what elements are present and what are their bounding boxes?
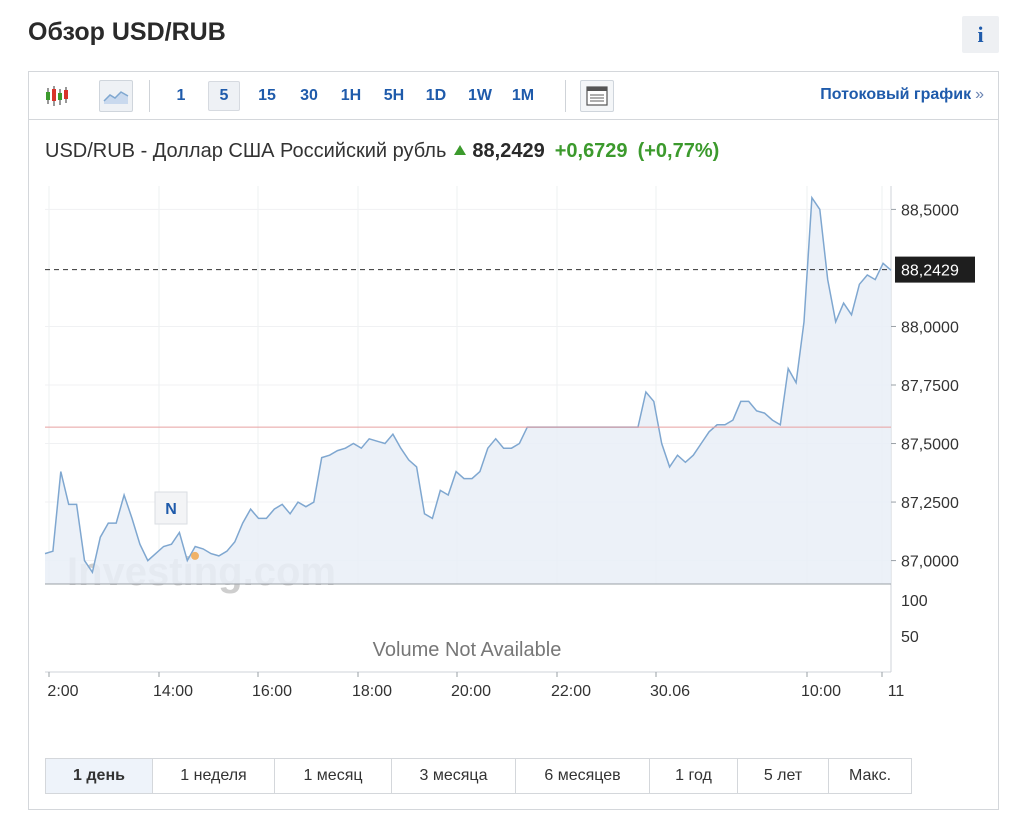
timeframe-5[interactable]: 5 bbox=[208, 81, 240, 111]
up-arrow-icon bbox=[454, 145, 467, 155]
range-tab[interactable]: 5 лет bbox=[738, 759, 829, 793]
timeframe-1m[interactable]: 1M bbox=[511, 87, 535, 104]
range-tab[interactable]: 1 месяц bbox=[275, 759, 392, 793]
streaming-chart-link[interactable]: Потоковый график» bbox=[820, 86, 984, 104]
page-title: Обзор USD/RUB bbox=[28, 18, 226, 46]
timeframe-1w[interactable]: 1W bbox=[468, 87, 492, 104]
chart-toolbar: 1 5 15 30 1H 5H 1D 1W 1M Потоковый графи… bbox=[29, 72, 998, 120]
y-tick-label: 87,2500 bbox=[901, 495, 959, 512]
x-tick-label: 14:00 bbox=[153, 683, 193, 700]
price-change: +0,6729 bbox=[554, 140, 628, 162]
range-tab[interactable]: 1 день bbox=[46, 759, 153, 793]
instrument-name: USD/RUB - Доллар США Российский рубль bbox=[45, 140, 447, 162]
x-tick-label: 30.06 bbox=[650, 683, 690, 700]
y-tick-label: 87,7500 bbox=[901, 378, 959, 395]
news-event-dot bbox=[191, 551, 199, 560]
current-price-tag bbox=[895, 256, 975, 283]
timeframe-30[interactable]: 30 bbox=[300, 87, 318, 104]
x-tick-label: 11 bbox=[888, 683, 905, 700]
volume-tick-label: 100 bbox=[901, 593, 928, 610]
price-change-percent: (+0,77%) bbox=[637, 140, 720, 162]
toolbar-separator bbox=[149, 80, 150, 112]
price-area-fill bbox=[45, 197, 891, 584]
last-price: 88,2429 bbox=[472, 140, 545, 162]
info-button[interactable]: i bbox=[962, 16, 999, 53]
x-tick-label: 20:00 bbox=[451, 683, 491, 700]
range-tabs: 1 день 1 неделя 1 месяц 3 месяца 6 месяцев 1 … bbox=[45, 758, 912, 794]
timeframe-1d[interactable]: 1D bbox=[425, 87, 447, 104]
candlestick-icon[interactable] bbox=[41, 80, 73, 112]
range-tab[interactable]: 3 месяца bbox=[392, 759, 516, 793]
news-marker-box bbox=[154, 491, 188, 525]
current-price-label: 88,2429 bbox=[901, 263, 959, 280]
timeframe-1[interactable]: 1 bbox=[176, 87, 186, 104]
volume-tick-label: 50 bbox=[901, 629, 919, 646]
y-tick-label: 88,5000 bbox=[901, 202, 959, 219]
x-tick-label: 10:00 bbox=[801, 683, 841, 700]
price-chart[interactable]: 2:00 14:00 16:00 18:00 20:00 22:00 30.06 10:00 1… bbox=[29, 182, 998, 702]
streaming-chart-label: Потоковый график bbox=[820, 86, 972, 103]
timeframe-5h[interactable]: 5H bbox=[383, 87, 405, 104]
price-line bbox=[44, 195, 892, 575]
table-view-icon[interactable] bbox=[580, 80, 614, 112]
range-tab[interactable]: Макс. bbox=[829, 759, 911, 793]
info-icon: i bbox=[977, 21, 984, 47]
timeframe-1h[interactable]: 1H bbox=[340, 87, 362, 104]
y-tick-label: 88,0000 bbox=[901, 319, 959, 336]
volume-not-available: Volume Not Available bbox=[373, 639, 562, 661]
x-tick-label: 2:00 bbox=[47, 683, 78, 700]
toolbar-separator bbox=[565, 80, 566, 112]
double-chevron-right-icon: » bbox=[975, 86, 984, 103]
y-tick-label: 87,5000 bbox=[901, 437, 959, 454]
y-tick-label: 87,0000 bbox=[901, 554, 959, 571]
chart-panel: 1 5 15 30 1H 5H 1D 1W 1M Потоковый графи… bbox=[28, 71, 999, 810]
timeframe-15[interactable]: 15 bbox=[258, 87, 276, 104]
range-tab[interactable]: 1 год bbox=[650, 759, 738, 793]
x-tick-label: 16:00 bbox=[252, 683, 292, 700]
range-tab[interactable]: 6 месяцев bbox=[516, 759, 650, 793]
x-tick-label: 22:00 bbox=[551, 683, 591, 700]
news-marker-label: N bbox=[165, 501, 177, 518]
x-tick-label: 18:00 bbox=[352, 683, 392, 700]
area-chart-icon[interactable] bbox=[99, 80, 133, 112]
range-tab[interactable]: 1 неделя bbox=[153, 759, 275, 793]
quote-header: USD/RUB - Доллар США Российский рубль 88… bbox=[45, 140, 719, 163]
